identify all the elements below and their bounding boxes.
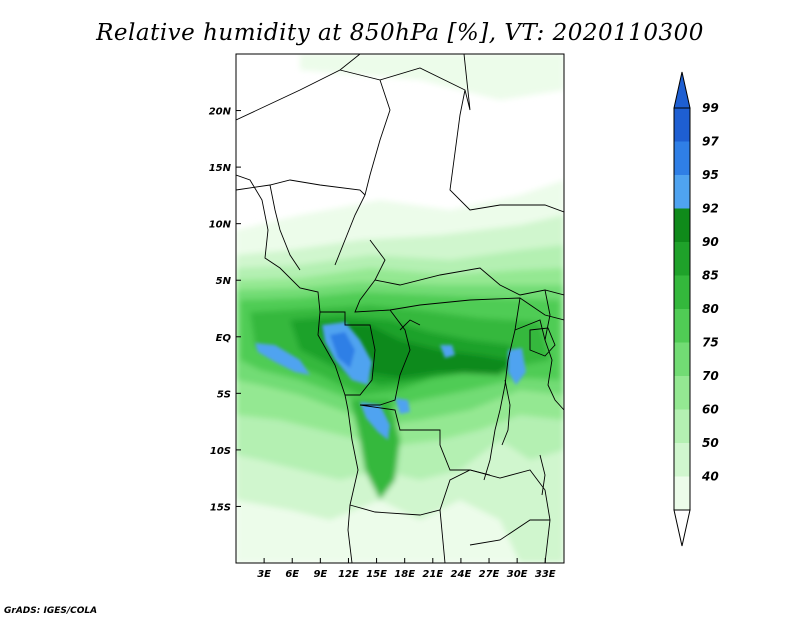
border-west-2 — [269, 184, 301, 271]
border-bottom-east — [469, 519, 550, 546]
border-gabon — [320, 311, 376, 396]
colorbar-label: 60 — [702, 403, 719, 417]
border-north-2 — [334, 69, 391, 266]
lon-tick-label: 33E — [535, 569, 556, 580]
rh-40-north-band — [300, 54, 564, 100]
colorbar-top-arrow — [673, 71, 691, 109]
latitude-axis: 20N 15N 10N 5N EQ 5S 10S 15S — [209, 107, 241, 513]
map-frame — [235, 53, 565, 564]
colorbar-label: 85 — [702, 269, 719, 283]
rh-95-patch-centre — [440, 345, 455, 358]
lake-malawi — [539, 454, 546, 496]
colorbar-swatch — [674, 443, 690, 477]
lon-tick-label: 15E — [366, 569, 387, 580]
lat-tick-label: 15N — [209, 163, 232, 174]
colorbar-label: 40 — [701, 470, 719, 484]
border-west-1 — [236, 179, 366, 196]
colorbar-swatch — [674, 208, 690, 242]
rh-95-patch-gabon — [255, 343, 310, 375]
map-panel: 3E 6E 9E 12E 15E 18E 21E 24E 27E 30E 33E 20N 15N 10N… — [209, 53, 565, 580]
colorbar-label: 75 — [702, 336, 719, 350]
colorbar-label: 50 — [702, 436, 719, 450]
colorbar-label: 80 — [702, 302, 719, 316]
lon-tick-label: 24E — [451, 569, 472, 580]
border-east-africa — [544, 289, 564, 411]
humidity-field — [236, 54, 564, 563]
border-east-mid — [514, 319, 546, 341]
lat-tick-label: 15S — [210, 502, 231, 513]
lat-tick-label: 5S — [217, 389, 231, 400]
lon-tick-label: 27E — [479, 569, 500, 580]
coastline — [236, 174, 359, 563]
rh-95-patch-mid — [395, 398, 410, 414]
longitude-axis: 3E 6E 9E 12E 15E 18E 21E 24E 27E 30E 33E — [257, 558, 556, 580]
border-zambia — [439, 469, 551, 563]
colorbar-swatch — [674, 376, 690, 410]
border-congo-drc — [360, 309, 411, 406]
colorbar-bottom-arrow — [673, 509, 691, 547]
border-car-north — [369, 239, 564, 296]
lon-tick-label: 6E — [285, 569, 299, 580]
colorbar-swatch — [674, 476, 690, 510]
border-car-south — [354, 279, 564, 321]
lon-tick-label: 3E — [257, 569, 271, 580]
border-angola-south — [349, 504, 446, 563]
rh-97-patch-congo — [330, 332, 355, 368]
colorbar-swatch — [674, 342, 690, 376]
lat-tick-label: 10S — [210, 446, 231, 457]
colorbar-label: 92 — [702, 202, 719, 216]
grads-credit: GrADS: IGES/COLA — [4, 606, 97, 616]
lat-tick-label: 10N — [209, 220, 232, 231]
lon-tick-label: 18E — [394, 569, 415, 580]
colorbar: 99 97 95 92 90 85 80 75 70 60 50 40 — [673, 71, 719, 547]
rh-95-patch-east — [508, 348, 526, 385]
colorbar-swatch — [674, 242, 690, 276]
lon-tick-label: 9E — [313, 569, 327, 580]
border-angola — [359, 404, 491, 476]
colorbar-label: 70 — [702, 369, 719, 383]
river-mark — [399, 319, 421, 331]
colorbar-label: 99 — [702, 101, 719, 115]
lon-tick-label: 12E — [338, 569, 359, 580]
colorbar-label: 95 — [702, 168, 719, 182]
map-title: Relative humidity at 850hPa [%], VT: 202… — [95, 20, 704, 46]
lake-tanganyika — [501, 379, 511, 446]
border-drc-east — [483, 297, 521, 481]
colorbar-swatch — [674, 275, 690, 309]
lon-tick-label: 30E — [507, 569, 528, 580]
colorbar-swatch — [674, 409, 690, 443]
border-north-4 — [449, 89, 564, 213]
lon-tick-label: 21E — [422, 569, 443, 580]
country-borders — [236, 54, 564, 563]
colorbar-label: 97 — [702, 135, 719, 149]
lat-tick-label: 5N — [216, 276, 232, 287]
colorbar-swatch — [674, 141, 690, 175]
colorbar-swatch — [674, 175, 690, 209]
colorbar-swatch — [674, 309, 690, 343]
border-north-1 — [236, 54, 361, 121]
colorbar-swatch — [674, 108, 690, 142]
lake-victoria — [529, 327, 556, 357]
colorbar-label: 90 — [702, 235, 719, 249]
lat-tick-label: 20N — [209, 107, 232, 118]
rh-95-patch-angola — [360, 402, 390, 440]
lat-tick-label: EQ — [216, 333, 232, 344]
